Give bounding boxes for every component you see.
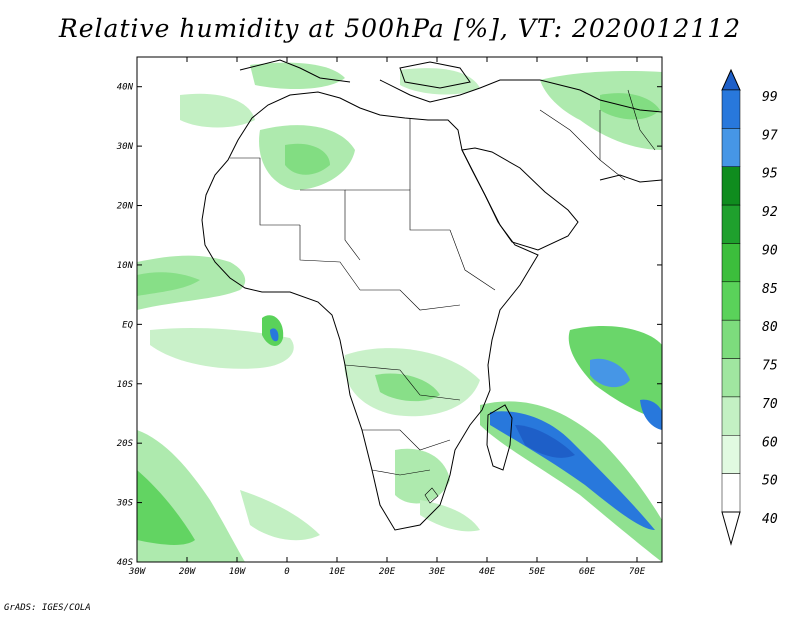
colorbar-box: [721, 358, 741, 398]
colorbar-level-label: 60: [762, 435, 778, 450]
lon-tick-label: 70E: [629, 567, 646, 577]
lon-tick-label: 0: [284, 567, 289, 577]
colorbar-level-label: 92: [762, 205, 778, 220]
colorbar: 99 97 95 92 90 85 80 75 70 60 50 40: [721, 68, 778, 546]
lon-tick-label: 60E: [579, 567, 596, 577]
lat-tick-label: 20N: [117, 202, 134, 212]
colorbar-box: [721, 166, 741, 206]
lat-tick-label: 30S: [116, 499, 134, 509]
colorbar-level-label: 70: [762, 397, 778, 412]
colorbar-box: [721, 243, 741, 283]
lon-tick-label: 50E: [529, 567, 546, 577]
colorbar-level-label: 85: [762, 282, 778, 297]
lon-tick-label: 20W: [179, 567, 197, 577]
lon-tick-label: 10W: [229, 567, 247, 577]
colorbar-box: [721, 473, 741, 513]
lon-tick-label: 30W: [128, 567, 147, 577]
colorbar-max-arrow: [721, 68, 741, 91]
colorbar-box: [721, 319, 741, 359]
colorbar-box: [721, 128, 741, 167]
lat-tick-label: 40S: [117, 558, 134, 568]
map-frame: [136, 56, 663, 563]
colorbar-box: [721, 435, 741, 474]
humidity-field: [137, 57, 662, 562]
colorbar-level-label: 50: [762, 474, 778, 489]
colorbar-box: [721, 89, 741, 129]
colorbar-level-label: 99: [762, 90, 778, 105]
colorbar-box: [721, 204, 741, 244]
lon-tick-label: 30E: [428, 567, 446, 577]
lon-tick-label: 20E: [379, 567, 396, 577]
coastlines: [201, 59, 662, 531]
lat-tick-label: EQ: [122, 320, 133, 330]
colorbar-level-label: 40: [762, 512, 778, 527]
colorbar-min-arrow: [721, 511, 741, 546]
axis-ticks: 30W 20W 10W 0 10E 20E 30E 40E 50E 60E 70E 40N 30N 20N…: [116, 57, 662, 577]
grads-credit: GrADS: IGES/COLA: [4, 603, 91, 613]
colorbar-level-label: 97: [762, 128, 778, 143]
lat-tick-label: 10N: [117, 261, 134, 271]
colorbar-level-label: 80: [762, 320, 778, 335]
lon-tick-label: 40E: [479, 567, 496, 577]
lat-tick-label: 30N: [116, 142, 134, 152]
colorbar-box: [721, 396, 741, 436]
lat-tick-label: 10S: [117, 380, 134, 390]
colorbar-level-label: 75: [762, 359, 778, 374]
country-borders: [230, 89, 656, 504]
map-title: Relative humidity at 500hPa [%], VT: 202…: [58, 14, 742, 43]
lat-tick-label: 20S: [117, 439, 134, 449]
colorbar-box: [721, 281, 741, 321]
lon-tick-label: 10E: [329, 567, 346, 577]
colorbar-level-label: 95: [762, 167, 778, 182]
colorbar-level-label: 90: [762, 243, 778, 258]
lat-tick-label: 40N: [117, 83, 134, 93]
